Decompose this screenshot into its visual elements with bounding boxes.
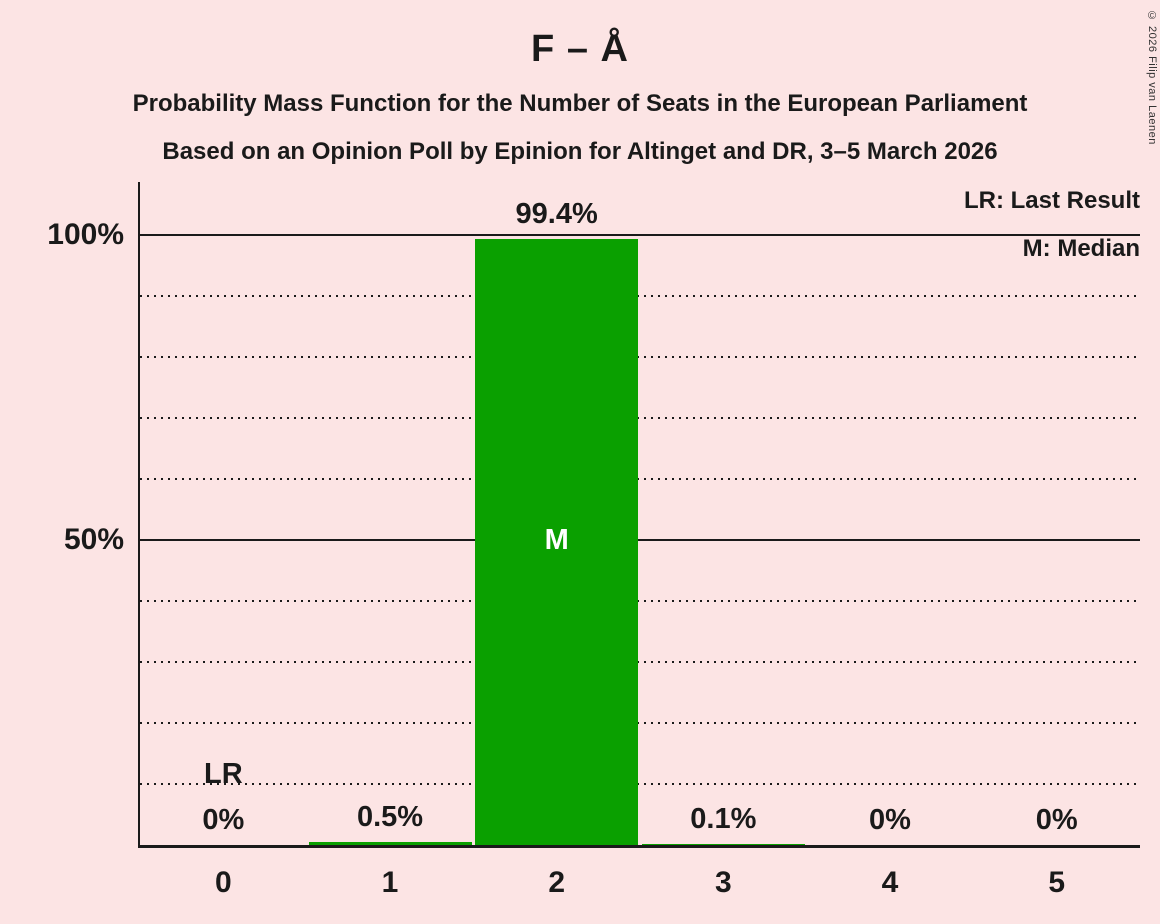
bar-value-label: 0% bbox=[869, 804, 911, 836]
y-axis-tick-label: 100% bbox=[47, 218, 124, 251]
gridline-dotted-20 bbox=[140, 722, 1140, 724]
x-axis-line bbox=[138, 845, 1140, 848]
last-result-marker: LR bbox=[203, 758, 243, 790]
bar-value-label: 0.1% bbox=[690, 803, 757, 836]
gridline-solid-50 bbox=[140, 539, 1140, 541]
x-axis-label-3: 3 bbox=[714, 866, 732, 899]
median-marker: M bbox=[544, 524, 569, 556]
legend-median: M: Median bbox=[1022, 235, 1140, 262]
chart-title: F – Å bbox=[531, 28, 629, 70]
y-axis-tick-label: 50% bbox=[63, 523, 124, 556]
gridline-dotted-10 bbox=[140, 783, 1140, 785]
gridline-dotted-90 bbox=[140, 295, 1140, 297]
bar-seats-1 bbox=[308, 841, 472, 845]
bar-value-label: 0% bbox=[1035, 804, 1078, 836]
gridline-dotted-30 bbox=[140, 661, 1140, 663]
gridline-dotted-80 bbox=[140, 356, 1140, 358]
x-axis-label-4: 4 bbox=[881, 866, 899, 899]
bar-value-label: 0% bbox=[202, 804, 245, 836]
x-axis-label-5: 5 bbox=[1048, 866, 1065, 899]
legend-last-result: LR: Last Result bbox=[963, 187, 1140, 214]
bar-seats-3 bbox=[641, 844, 805, 846]
y-axis-line bbox=[138, 182, 140, 845]
x-axis-label-1: 1 bbox=[381, 866, 399, 899]
chart-subtitle-source: Based on an Opinion Poll by Epinion for … bbox=[162, 138, 998, 165]
gridline-dotted-40 bbox=[140, 600, 1140, 602]
chart-subtitle: Probability Mass Function for the Number… bbox=[132, 90, 1028, 117]
gridline-dotted-70 bbox=[140, 417, 1140, 419]
x-axis-label-0: 0 bbox=[214, 866, 232, 899]
gridline-dotted-60 bbox=[140, 478, 1140, 480]
copyright-note: © 2026 Filip van Laenen bbox=[1146, 10, 1158, 145]
bar-value-label: 99.4% bbox=[515, 197, 598, 230]
bar-seats-2 bbox=[475, 238, 639, 845]
bar-value-label: 0.5% bbox=[356, 800, 424, 833]
gridline-solid-100 bbox=[140, 234, 1140, 236]
x-axis-label-2: 2 bbox=[548, 866, 565, 899]
